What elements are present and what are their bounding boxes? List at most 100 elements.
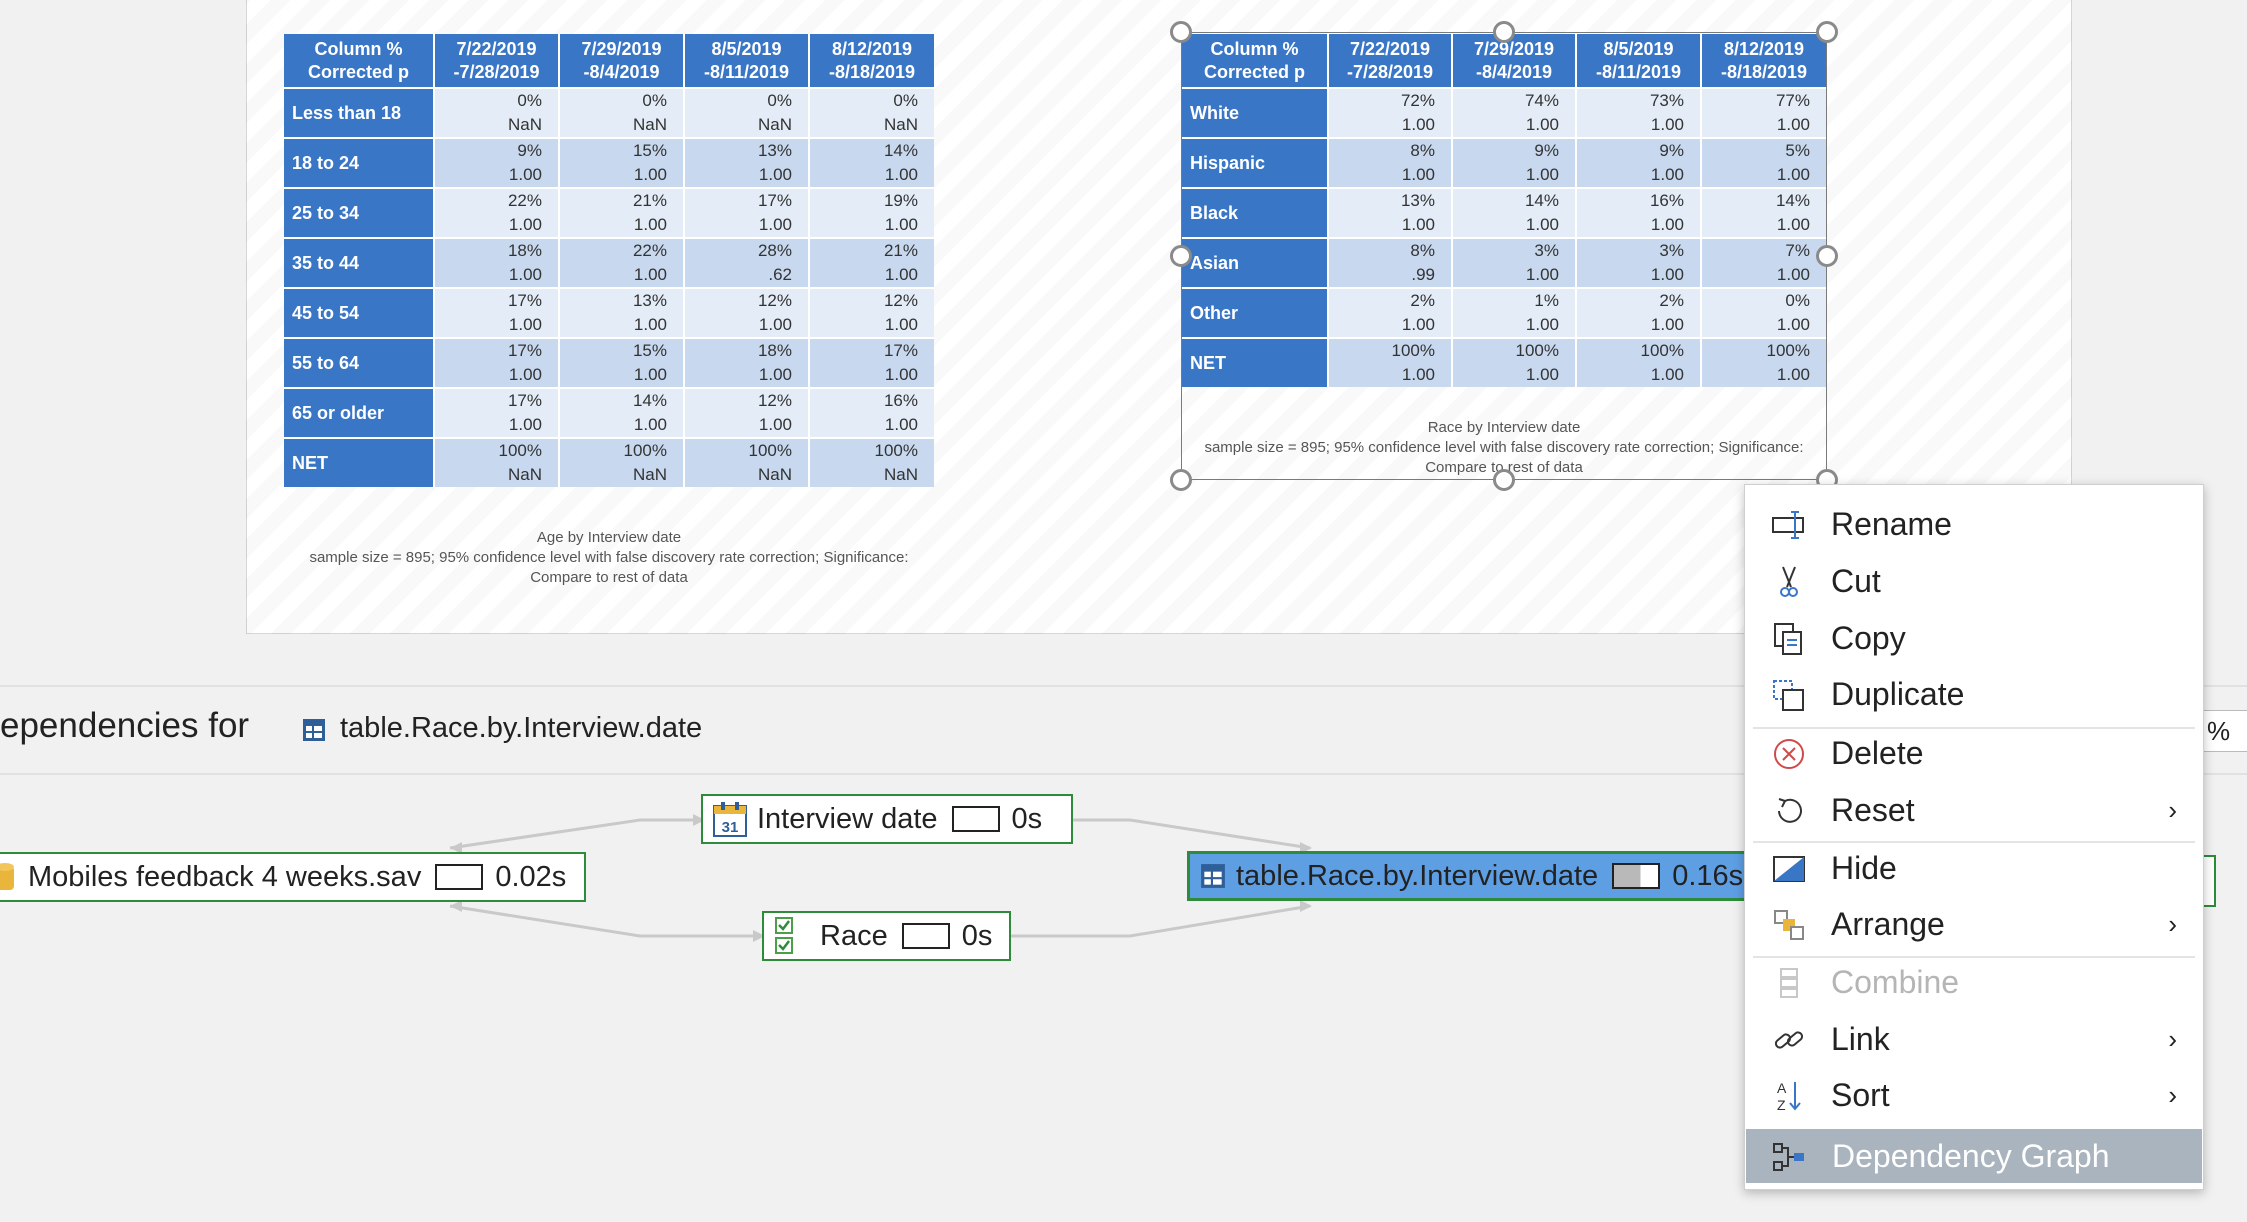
table-cell: 3% 1.00 (1451, 237, 1576, 288)
menu-item-reset[interactable]: Reset › (1745, 783, 2203, 837)
cell-percent: 14% (1524, 191, 1559, 210)
table-cell: 3% 1.00 (1575, 237, 1701, 288)
table-row: Less than 18 0% NaN 0% NaN 0% NaN 0% NaN (284, 87, 934, 138)
cell-p-value: NaN (507, 115, 542, 134)
table-cell: 14% 1.00 (808, 137, 934, 188)
race-by-interview-date-table[interactable]: Column % Corrected p 7/22/2019 -7/28/2019 … (1182, 34, 1826, 387)
table-cell: 14% 1.00 (1700, 187, 1826, 238)
cell-percent: 100% (1515, 341, 1559, 360)
table-cell: 16% 1.00 (808, 387, 934, 438)
cell-p-value: 1.00 (1776, 365, 1810, 384)
cell-p-value: 1.00 (1401, 365, 1435, 384)
cell-p-value: 1.00 (1401, 215, 1435, 234)
table-cell: 8% .99 (1327, 237, 1452, 288)
cell-p-value: NaN (757, 115, 792, 134)
panel-divider (0, 773, 2247, 775)
cell-p-value: 1.00 (884, 315, 918, 334)
cell-p-value: 1.00 (1401, 315, 1435, 334)
cell-p-value: 1.00 (508, 315, 542, 334)
resize-handle-middle-right[interactable] (1816, 245, 1838, 267)
menu-item-hide[interactable]: Hide (1745, 841, 2203, 895)
cell-percent: 2% (1659, 291, 1684, 310)
menu-separator (1753, 956, 2195, 958)
node-label: table.Race.by.Interview.date (1236, 859, 1599, 892)
cell-p-value: 1.00 (884, 265, 918, 284)
dependencies-title: ependencies for (0, 706, 250, 745)
cell-p-value: 1.00 (633, 365, 667, 384)
calendar-icon: 31 (713, 802, 747, 837)
menu-item-copy[interactable]: Copy (1745, 611, 2203, 665)
cell-p-value: 1.00 (758, 365, 792, 384)
resize-handle-middle-left[interactable] (1170, 245, 1192, 267)
table-cell: 100% NaN (683, 437, 809, 487)
table-cell: 12% 1.00 (808, 287, 934, 338)
resize-handle-top-right[interactable] (1816, 21, 1838, 43)
cell-percent: 14% (883, 141, 918, 160)
cell-percent: 100% (1766, 341, 1810, 360)
table-cell: 17% 1.00 (433, 387, 559, 438)
race-table-caption: Race by Interview date sample size = 895… (1204, 419, 1804, 476)
cell-percent: 12% (757, 291, 792, 310)
menu-item-combine[interactable]: Combine (1745, 955, 2203, 1009)
table-cell: 17% 1.00 (433, 337, 559, 388)
node-table-race-by-interview-date[interactable]: table.Race.by.Interview.date 0.16s (1187, 851, 1747, 901)
column-header: 7/29/2019 -8/4/2019 (559, 34, 685, 88)
menu-item-duplicate[interactable]: Duplicate (1745, 667, 2203, 721)
cell-percent: 9% (517, 141, 542, 160)
cell-p-value: 1.00 (1525, 165, 1559, 184)
table-row: Black 13% 1.00 14% 1.00 16% 1.00 14% 1.00 (1182, 187, 1826, 238)
age-by-interview-date-table[interactable]: Column % Corrected p 7/22/2019 -7/28/2019 … (284, 34, 934, 487)
cell-percent: 17% (757, 191, 792, 210)
table-cell: 15% 1.00 (558, 337, 684, 388)
cell-percent: 3% (1534, 241, 1559, 260)
column-header: 8/5/2019 -8/11/2019 (1576, 34, 1702, 88)
cell-percent: 8% (1410, 141, 1435, 160)
resize-handle-bottom-left[interactable] (1170, 469, 1192, 491)
menu-item-arrange[interactable]: Arrange › (1745, 897, 2203, 951)
column-header: 7/22/2019 -7/28/2019 (1328, 34, 1453, 88)
combine-icon (1780, 968, 1798, 998)
table-cell: 100% NaN (808, 437, 934, 487)
menu-item-cut[interactable]: Cut (1745, 554, 2203, 608)
node-interview-date[interactable]: 31 Interview date 0s (701, 794, 1073, 844)
resize-handle-bottom-center[interactable] (1493, 469, 1515, 491)
cell-percent: 14% (632, 391, 667, 410)
zoom-percent-field[interactable]: % (2200, 710, 2247, 752)
menu-item-rename[interactable]: Rename (1745, 497, 2203, 551)
cell-percent: 17% (883, 341, 918, 360)
cell-p-value: NaN (632, 465, 667, 484)
cell-percent: 0% (893, 91, 918, 110)
menu-item-link[interactable]: Link › (1745, 1012, 2203, 1066)
dependency-graph-icon (1773, 1143, 1804, 1171)
cell-percent: 21% (632, 191, 667, 210)
cell-p-value: 1.00 (1650, 265, 1684, 284)
resize-handle-top-left[interactable] (1170, 21, 1192, 43)
cell-percent: 7% (1785, 241, 1810, 260)
cell-percent: 100% (498, 441, 542, 460)
table-cell: 9% 1.00 (433, 137, 559, 188)
cell-p-value: 1.00 (884, 165, 918, 184)
cell-percent: 13% (1400, 191, 1435, 210)
resize-handle-top-center[interactable] (1493, 21, 1515, 43)
table-cell: 100% 1.00 (1700, 337, 1826, 387)
cell-percent: 1% (1534, 291, 1559, 310)
cell-percent: 2% (1410, 291, 1435, 310)
menu-item-sort[interactable]: A Z Sort › (1745, 1068, 2203, 1122)
row-label: Hispanic (1182, 137, 1328, 188)
table-icon (303, 719, 325, 741)
submenu-arrow-icon: › (2168, 1079, 2177, 1110)
table-cell: 100% 1.00 (1327, 337, 1452, 387)
svg-text:A: A (1777, 1080, 1787, 1096)
cell-percent: 100% (748, 441, 792, 460)
table-cell: 5% 1.00 (1700, 137, 1826, 188)
row-label: Less than 18 (284, 87, 434, 138)
menu-item-dependency-graph[interactable]: Dependency Graph (1746, 1129, 2202, 1183)
menu-item-delete[interactable]: Delete (1745, 726, 2203, 780)
node-mobiles-feedback-file[interactable]: Mobiles feedback 4 weeks.sav 0.02s (0, 852, 586, 902)
submenu-arrow-icon: › (2168, 794, 2177, 825)
table-cell: 17% 1.00 (808, 337, 934, 388)
node-time: 0s (961, 919, 993, 952)
table-cell: 17% 1.00 (683, 187, 809, 238)
submenu-arrow-icon: › (2168, 1023, 2177, 1054)
node-race[interactable]: Race 0s (762, 911, 1011, 961)
